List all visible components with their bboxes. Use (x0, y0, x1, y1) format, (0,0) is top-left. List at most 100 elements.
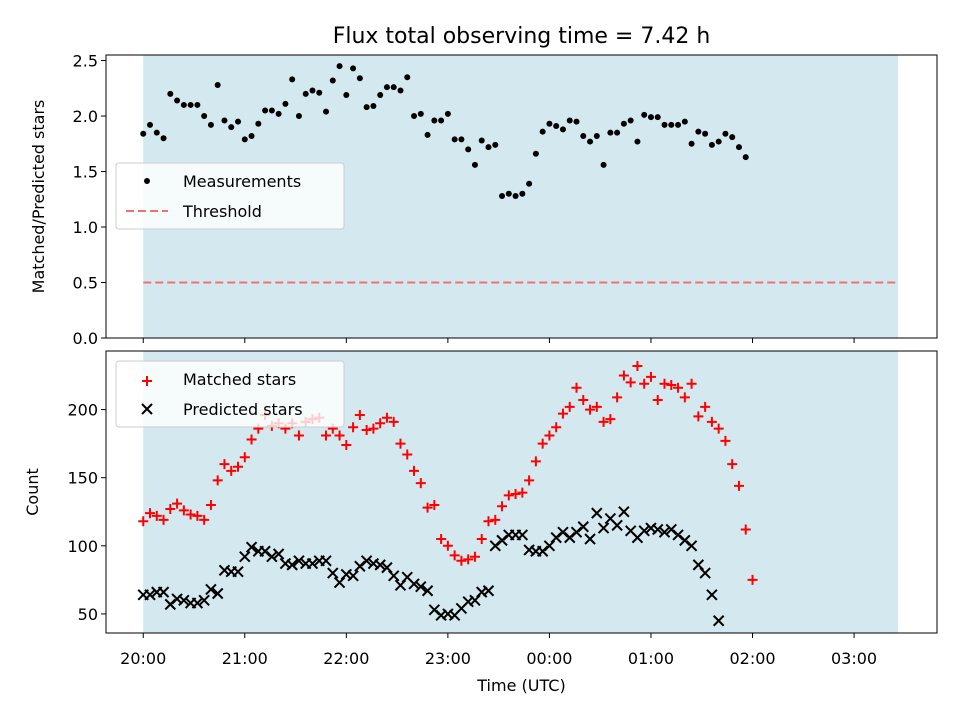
measurement-point (681, 118, 688, 125)
y-tick-label-top: 1.5 (73, 163, 98, 182)
predicted-star-point (286, 559, 298, 571)
matched-star-point (469, 551, 480, 562)
predicted-star-point (293, 555, 305, 567)
matched-star-point (321, 430, 332, 441)
matched-star-point (226, 465, 237, 476)
predicted-star-point (198, 594, 210, 607)
matched-star-point (639, 378, 650, 389)
matched-star-point (625, 377, 636, 388)
measurement-point (593, 133, 600, 140)
measurement-point (370, 103, 377, 110)
matched-star-point (354, 410, 365, 421)
matched-star-point (544, 430, 555, 441)
predicted-star-point (144, 589, 156, 601)
measurement-point (539, 128, 546, 135)
y-tick-label-bottom: 100 (67, 537, 98, 556)
measurement-point (587, 138, 594, 145)
matched-star-point (429, 499, 440, 510)
measurement-point (444, 110, 451, 117)
predicted-star-point (712, 615, 725, 627)
matched-star-point (612, 392, 623, 403)
matched-star-point (341, 440, 352, 450)
x-tick-label: 01:00 (628, 649, 674, 668)
matched-star-point (497, 501, 508, 512)
axes-frame-top (105, 54, 938, 339)
predicted-star-point (157, 586, 170, 598)
matched-star-point (375, 418, 386, 429)
matched-star-point (510, 489, 521, 500)
measurement-point (329, 77, 336, 84)
measurement-point (471, 161, 478, 168)
matched-star-point (591, 401, 602, 412)
measurement-point (160, 135, 167, 142)
measurement-point (316, 89, 323, 96)
measurement-point (580, 133, 587, 140)
measurement-point (275, 110, 282, 117)
legend-marker-matched (142, 376, 152, 386)
predicted-star-point (652, 523, 664, 536)
y-tick-label-top: 0.5 (73, 274, 98, 293)
measurement-point (634, 138, 641, 145)
measurement-point (715, 138, 722, 145)
matched-star-point (733, 480, 744, 491)
matched-star-point (551, 422, 562, 433)
matched-star-point (537, 438, 548, 449)
measurement-point (282, 100, 289, 107)
legend-label-threshold: Threshold (182, 202, 262, 221)
measurement-point (350, 65, 357, 72)
predicted-star-point (320, 555, 332, 567)
measurement-point (641, 111, 648, 118)
y-axis-label-top: Matched/Predicted stars (29, 100, 48, 294)
measurement-point (397, 87, 404, 94)
matched-star-point (138, 516, 149, 527)
measurement-point (708, 141, 715, 148)
matched-star-point (503, 490, 514, 501)
measurement-point (485, 144, 492, 151)
legend-box-top (115, 162, 345, 230)
predicted-star-point (360, 555, 373, 567)
measurement-point (735, 144, 742, 151)
measurement-point (607, 129, 614, 136)
measurement-point (302, 90, 309, 97)
x-tick-label: 20:00 (120, 649, 166, 668)
matched-star-point (205, 499, 216, 510)
matched-star-point (456, 555, 467, 566)
measurement-point (241, 136, 248, 143)
matched-star-point (632, 360, 643, 371)
matched-star-point (293, 430, 304, 441)
y-tick-label-bottom: 150 (67, 469, 98, 488)
y-tick-label-top: 2.0 (73, 107, 98, 126)
matched-star-point (598, 416, 609, 427)
measurement-point (465, 146, 472, 153)
measurement-point (492, 141, 499, 148)
matched-star-point (233, 461, 244, 472)
chart-title: Flux total observing time = 7.42 h (333, 24, 711, 49)
matched-star-point (409, 465, 420, 476)
predicted-star-point (306, 557, 319, 570)
measurement-point (167, 90, 174, 97)
measurement-point (661, 121, 668, 128)
predicted-star-point (415, 580, 427, 593)
measurement-point (140, 130, 147, 137)
measurement-point (153, 129, 160, 136)
matched-star-point (713, 423, 724, 434)
measurement-point (323, 108, 330, 115)
matched-star-point (402, 449, 413, 460)
measurement-point (573, 118, 580, 125)
matched-star-point (199, 514, 210, 525)
measurement-point (620, 120, 627, 127)
measurement-point (512, 192, 519, 199)
predicted-star-point (699, 567, 711, 579)
matched-star-point (673, 382, 684, 393)
matched-star-point (172, 498, 183, 509)
measurement-point (235, 118, 242, 125)
measurement-point (383, 84, 390, 91)
matched-star-point (192, 510, 203, 521)
measurement-point (722, 130, 729, 137)
measurement-point (600, 161, 607, 168)
matched-star-point (720, 435, 731, 446)
measurement-point (505, 190, 512, 197)
matched-star-point (145, 508, 156, 519)
predicted-star-point (211, 587, 224, 600)
